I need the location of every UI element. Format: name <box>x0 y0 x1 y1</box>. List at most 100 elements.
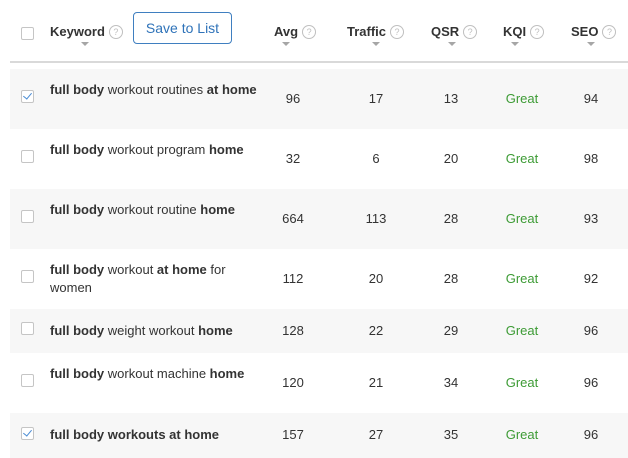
table-row[interactable]: full body workouts at home 157 27 35 Gre… <box>10 413 628 458</box>
traffic-value: 27 <box>368 427 384 442</box>
keyword-text-segment: workout machine <box>104 366 210 381</box>
keyword-match-text: home <box>208 142 244 157</box>
kqi-value: Great <box>505 271 539 286</box>
keyword-text[interactable]: full body workout at home for women <box>50 261 260 297</box>
keyword-match-text: full body <box>50 142 105 157</box>
table-row[interactable]: full body workout routine home 664 113 2… <box>10 189 628 249</box>
avg-value: 664 <box>282 211 304 226</box>
table-header: Keyword? Save to List Avg? Traffic? QSR?… <box>0 0 628 63</box>
keyword-text[interactable]: full body workout routine home <box>50 201 260 219</box>
traffic-value: 22 <box>368 323 384 338</box>
help-icon[interactable]: ? <box>108 25 123 39</box>
column-header-traffic-label: Traffic <box>347 24 387 39</box>
kqi-value: Great <box>505 323 539 338</box>
kqi-value: Great <box>505 211 539 226</box>
traffic-value: 6 <box>372 151 380 166</box>
traffic-value: 21 <box>368 375 384 390</box>
avg-value: 120 <box>282 375 304 390</box>
seo-value: 93 <box>583 211 599 226</box>
column-header-qsr[interactable]: QSR? <box>431 24 478 39</box>
avg-value: 96 <box>285 91 301 106</box>
keyword-text[interactable]: full body workouts at home <box>50 426 260 444</box>
table-row[interactable]: full body workout program home 32 6 20 G… <box>10 129 628 189</box>
sort-arrow-icon[interactable] <box>81 42 89 46</box>
avg-value: 112 <box>282 271 304 286</box>
qsr-value: 29 <box>443 323 459 338</box>
column-header-qsr-label: QSR <box>431 24 460 39</box>
column-header-keyword-label: Keyword <box>50 24 105 39</box>
row-checkbox[interactable] <box>21 90 34 103</box>
row-checkbox[interactable] <box>21 270 34 283</box>
keyword-text[interactable]: full body weight workout home <box>50 322 260 340</box>
sort-arrow-icon[interactable] <box>587 42 595 46</box>
row-checkbox[interactable] <box>21 322 34 335</box>
qsr-value: 13 <box>443 91 459 106</box>
seo-value: 96 <box>583 427 599 442</box>
sort-arrow-icon[interactable] <box>282 42 290 46</box>
column-header-keyword[interactable]: Keyword? <box>50 24 123 39</box>
select-all-checkbox[interactable] <box>21 27 34 40</box>
row-checkbox[interactable] <box>21 150 34 163</box>
traffic-value: 20 <box>368 271 384 286</box>
row-checkbox[interactable] <box>21 374 34 387</box>
column-header-seo[interactable]: SEO? <box>571 24 617 39</box>
column-header-avg[interactable]: Avg? <box>274 24 317 39</box>
seo-value: 92 <box>583 271 599 286</box>
column-header-kqi-label: KQI <box>503 24 527 39</box>
sort-arrow-icon[interactable] <box>511 42 519 46</box>
table-row[interactable]: full body workout at home for women 112 … <box>10 249 628 309</box>
kqi-value: Great <box>505 151 539 166</box>
keyword-text[interactable]: full body workout program home <box>50 141 260 159</box>
help-icon[interactable]: ? <box>302 25 317 39</box>
keyword-match-text: full body <box>50 262 105 277</box>
column-header-traffic[interactable]: Traffic? <box>347 24 405 39</box>
kqi-value: Great <box>505 375 539 390</box>
traffic-value: 17 <box>368 91 384 106</box>
seo-value: 96 <box>583 323 599 338</box>
seo-value: 96 <box>583 375 599 390</box>
keyword-match-text: full body <box>50 82 105 97</box>
keyword-text-segment: workout routines <box>104 82 207 97</box>
avg-value: 157 <box>282 427 304 442</box>
row-checkbox[interactable] <box>21 210 34 223</box>
keyword-match-text: home <box>209 366 245 381</box>
keyword-match-text: home <box>200 202 235 217</box>
keyword-match-text: full body <box>50 202 105 217</box>
help-icon[interactable]: ? <box>530 25 545 39</box>
sort-arrow-icon[interactable] <box>372 42 380 46</box>
help-icon[interactable]: ? <box>390 25 405 39</box>
traffic-value: 113 <box>365 211 387 226</box>
column-header-avg-label: Avg <box>274 24 299 39</box>
row-checkbox[interactable] <box>21 427 34 440</box>
header-divider <box>10 61 628 63</box>
keyword-text-segment: workout routine <box>104 202 201 217</box>
keyword-match-text: at home <box>206 82 257 97</box>
keyword-text[interactable]: full body workout machine home <box>50 365 260 383</box>
help-icon[interactable]: ? <box>463 25 478 39</box>
keyword-text-segment: workout program <box>104 142 209 157</box>
qsr-value: 35 <box>443 427 459 442</box>
kqi-value: Great <box>505 91 539 106</box>
table-row[interactable]: full body workout routines at home 96 17… <box>10 69 628 129</box>
kqi-value: Great <box>505 427 539 442</box>
qsr-value: 34 <box>443 375 459 390</box>
sort-arrow-icon[interactable] <box>448 42 456 46</box>
seo-value: 94 <box>583 91 599 106</box>
keyword-match-text: full body <box>50 323 105 338</box>
save-to-list-button[interactable]: Save to List <box>133 12 232 44</box>
seo-value: 98 <box>583 151 599 166</box>
table-row[interactable]: full body weight workout home 128 22 29 … <box>10 309 628 353</box>
keyword-text[interactable]: full body workout routines at home <box>50 81 260 99</box>
avg-value: 128 <box>282 323 304 338</box>
keyword-match-text: full body <box>50 366 105 381</box>
help-icon[interactable]: ? <box>602 25 617 39</box>
keyword-match-text: home <box>198 323 233 338</box>
column-header-kqi[interactable]: KQI? <box>503 24 545 39</box>
table-row[interactable]: full body workout machine home 120 21 34… <box>10 353 628 413</box>
keyword-text-segment: weight workout <box>104 323 199 338</box>
qsr-value: 28 <box>443 211 459 226</box>
keyword-text-segment: workout <box>104 262 157 277</box>
keyword-match-text: full body workouts at home <box>50 427 220 442</box>
column-header-seo-label: SEO <box>571 24 599 39</box>
